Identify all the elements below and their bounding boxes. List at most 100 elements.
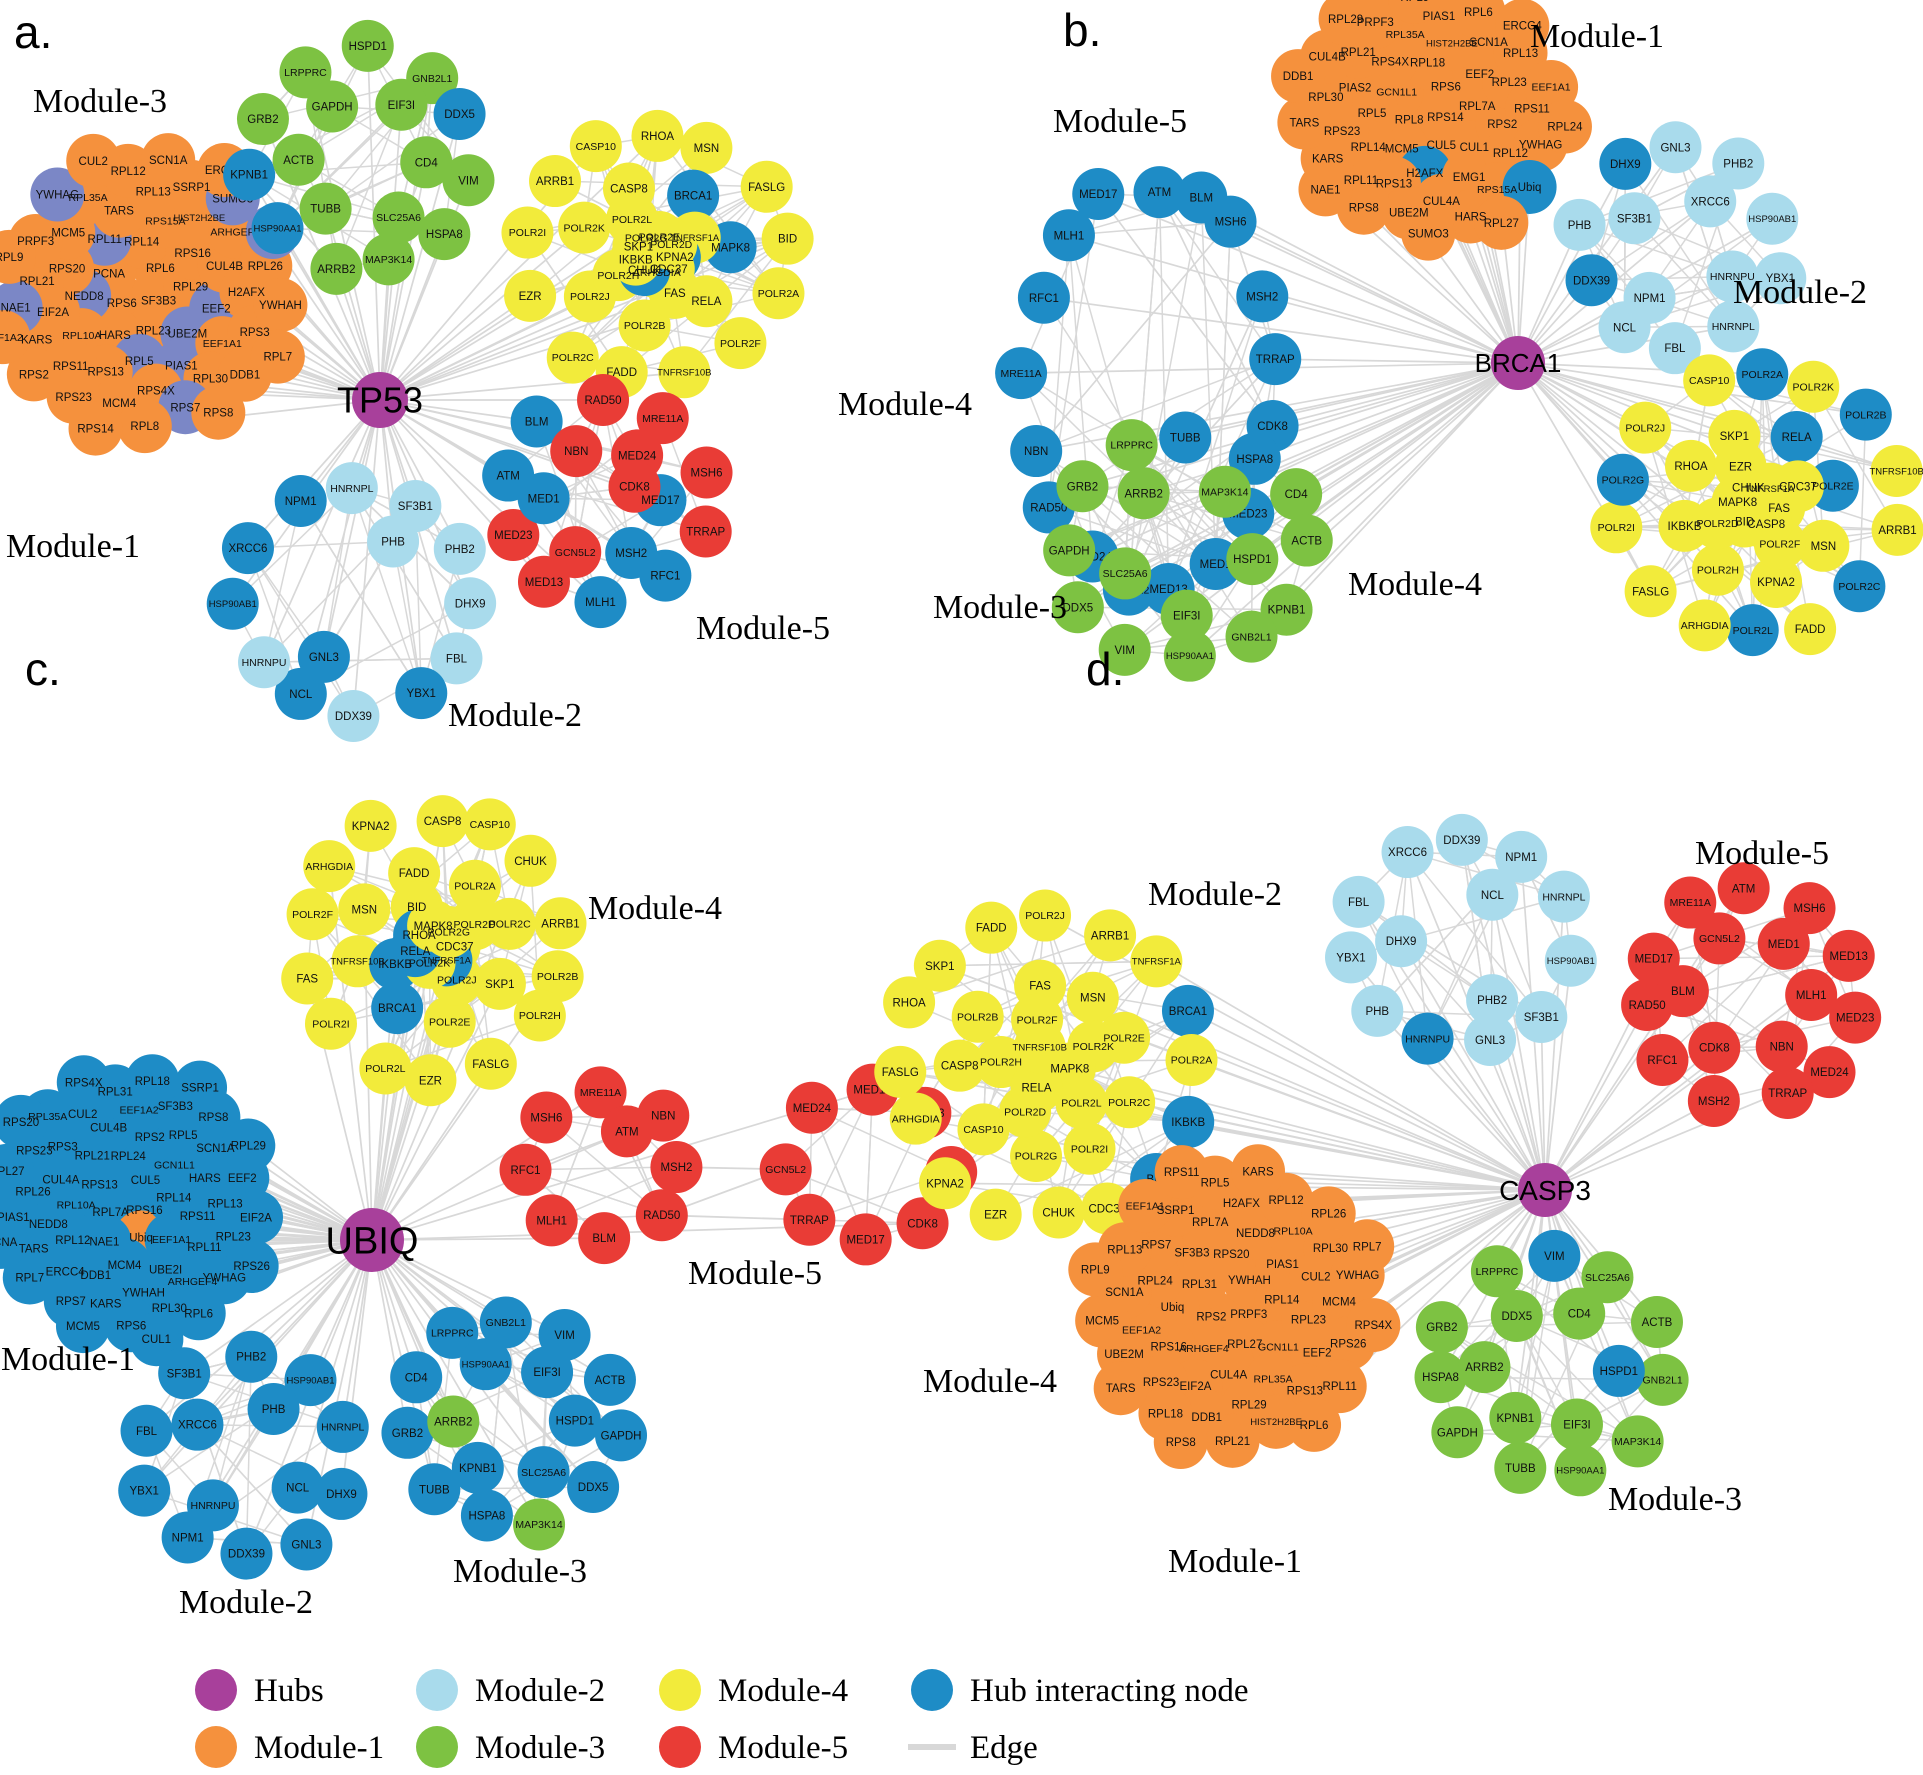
node-label-SKP1: SKP1 — [1720, 431, 1749, 443]
node-LRPPRC — [1105, 419, 1158, 472]
edge — [656, 135, 780, 294]
node-label-KARS: KARS — [1242, 1166, 1274, 1178]
node-label-RPL26: RPL26 — [248, 261, 283, 273]
node-label-POLR2I: POLR2I — [1071, 1143, 1108, 1155]
node-PHB2 — [1712, 137, 1765, 190]
node-SCN1A — [141, 133, 196, 188]
node-label-RPL23: RPL23 — [136, 326, 171, 338]
node-label-CUL2: CUL2 — [68, 1109, 97, 1121]
node-RPL7 — [250, 329, 305, 384]
node-YWHAH — [253, 277, 308, 332]
node-label-DHX9: DHX9 — [1610, 159, 1641, 171]
module-label-module-3: Module-3 — [33, 83, 167, 120]
node-label-RPL10A: RPL10A — [1273, 1226, 1312, 1238]
node-RPS26 — [1435, 0, 1484, 15]
node-ERCC4 — [1495, 0, 1550, 53]
node-YBX1 — [118, 1464, 171, 1517]
node-MSH2 — [650, 1141, 703, 1194]
node-RFC1 — [499, 1143, 552, 1196]
edge — [379, 226, 585, 401]
node-label-RELA: RELA — [1021, 1083, 1051, 1095]
node-label-RPS7: RPS7 — [56, 1296, 86, 1308]
node-label-XRCC6: XRCC6 — [178, 1420, 217, 1432]
node-label-RPL10A: RPL10A — [57, 1200, 96, 1212]
node-POLR2H — [1691, 543, 1744, 596]
node-label-CDK8: CDK8 — [619, 482, 650, 494]
node-GRB2 — [236, 93, 289, 146]
node-label-CDC37: CDC37 — [1779, 481, 1817, 493]
node-label-H2AFX: H2AFX — [1406, 168, 1443, 180]
node-label-RHOA: RHOA — [403, 930, 437, 942]
edge — [1358, 901, 1493, 1001]
edge — [1097, 193, 1519, 364]
node-label-RPL11: RPL11 — [1344, 175, 1378, 187]
node-label-RPL29: RPL29 — [231, 1141, 266, 1153]
node-HSPA8 — [1228, 432, 1281, 485]
node-label-VIM: VIM — [458, 175, 478, 187]
node-SSRP1 — [173, 1060, 228, 1115]
node-HSP90AA1 — [459, 1338, 512, 1391]
node-label-ARHGDIA: ARHGDIA — [633, 267, 681, 279]
node-label-GRB2: GRB2 — [1067, 481, 1098, 493]
node-label-RAD50: RAD50 — [1030, 502, 1067, 514]
edge — [1158, 191, 1274, 427]
node-label-MCM5: MCM5 — [51, 227, 85, 239]
node-label-HNRNPU: HNRNPU — [242, 657, 287, 669]
node-POLR2A — [752, 267, 805, 320]
node-label-RPS23: RPS23 — [1143, 1377, 1179, 1389]
node-RPS26 — [224, 1239, 279, 1294]
node-label-CUL4A: CUL4A — [1423, 196, 1460, 208]
node-label-HIST2H2BE: HIST2H2BE — [174, 213, 226, 224]
node-label-HSP90AB1: HSP90AB1 — [286, 1375, 334, 1386]
node-label-POLR2K: POLR2K — [1073, 1041, 1114, 1053]
node-label-POLR2D: POLR2D — [454, 919, 496, 931]
node-label-RPL31: RPL31 — [1182, 1279, 1217, 1291]
node-MED13 — [1822, 929, 1875, 982]
node-GRB2 — [1415, 1301, 1468, 1354]
edge — [371, 1106, 813, 1241]
edge — [379, 233, 446, 401]
node-label-POLR2F: POLR2F — [1017, 1014, 1058, 1026]
node-CASP10 — [1683, 354, 1736, 407]
node-label-RPS23: RPS23 — [16, 1145, 52, 1157]
node-label-SF3B3: SF3B3 — [158, 1101, 193, 1113]
node-label-GCN1L1: GCN1L1 — [1258, 1342, 1299, 1354]
node-MAP3K14 — [1198, 465, 1251, 518]
node-label-EZR: EZR — [419, 1075, 442, 1087]
node-label-POLR2C: POLR2C — [1838, 581, 1880, 593]
legend-label: Module-5 — [718, 1730, 848, 1766]
node-KPNB1 — [1489, 1391, 1542, 1444]
node-GNB2L1 — [1225, 610, 1278, 663]
node-label-MED13: MED13 — [1830, 951, 1868, 963]
node-label-RHOA: RHOA — [892, 997, 926, 1009]
node-label-KARS: KARS — [1312, 154, 1344, 166]
node-label-EEF2: EEF2 — [1465, 69, 1494, 81]
node-label-RPS2: RPS2 — [1196, 1312, 1226, 1324]
node-PHB2 — [433, 522, 486, 575]
node-label-MLH1: MLH1 — [536, 1215, 567, 1227]
node-ARHGDIA — [303, 840, 356, 893]
node-label-EZR: EZR — [1729, 461, 1752, 473]
node-label-POLR2L: POLR2L — [1061, 1098, 1101, 1110]
node-label-RPL13: RPL13 — [1107, 1244, 1142, 1256]
node-label-NPM1: NPM1 — [285, 496, 317, 508]
node-label-FBL: FBL — [1348, 897, 1370, 909]
edge — [1158, 191, 1276, 360]
node-label-MCM4: MCM4 — [108, 1260, 142, 1272]
node-label-MSH2: MSH2 — [1246, 291, 1278, 303]
node-label-MAP3K14: MAP3K14 — [1201, 486, 1248, 498]
node-label-RPL18: RPL18 — [135, 1076, 170, 1088]
node-POLR2F — [714, 317, 767, 370]
node-label-DDB1: DDB1 — [230, 370, 261, 382]
node-label-KPNA2: KPNA2 — [656, 252, 694, 264]
node-TNFRSF10B — [331, 935, 384, 988]
node-label-MSH6: MSH6 — [530, 1112, 562, 1124]
node-label-MAPK8: MAPK8 — [711, 242, 750, 254]
node-label-DDB1: DDB1 — [1191, 1412, 1222, 1424]
node-MRE11A — [636, 392, 689, 445]
node-label-EEF1A1: EEF1A1 — [1532, 82, 1571, 94]
node-GAPDH — [595, 1409, 648, 1462]
node-label-TRRAP: TRRAP — [686, 527, 725, 539]
node-POLR2B — [618, 299, 671, 352]
edge — [1081, 1101, 1546, 1191]
